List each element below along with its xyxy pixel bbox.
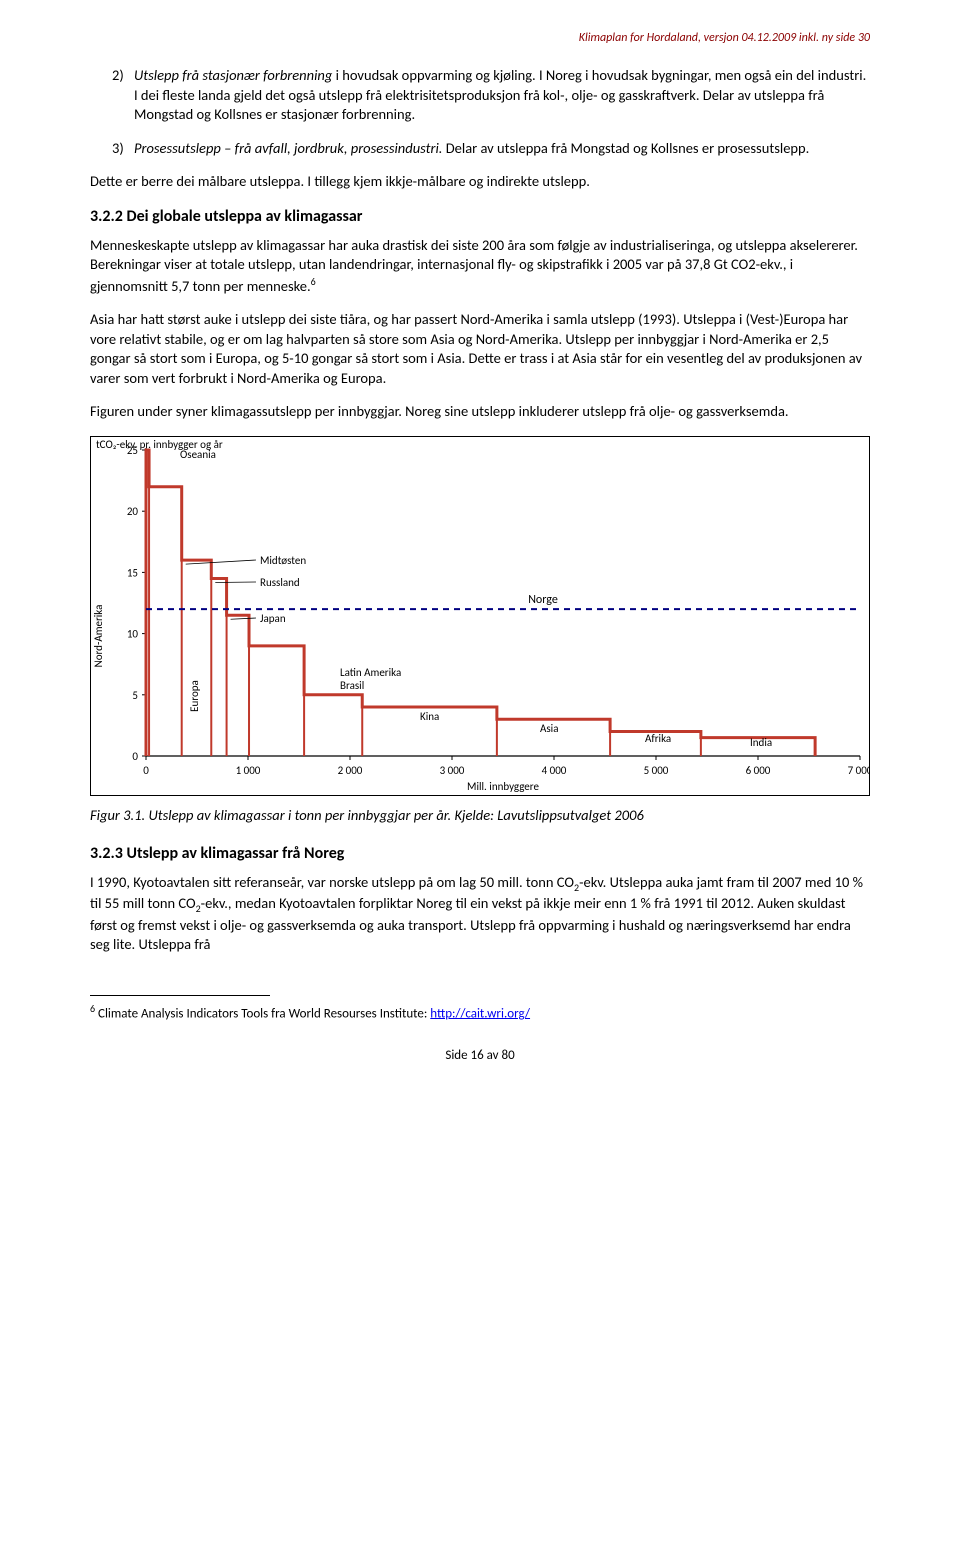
p2-text: Menneskeskapte utslepp av klimagassar ha… xyxy=(90,236,858,295)
footnote-separator xyxy=(90,995,270,996)
emissions-step-chart: tCO₂-ekv. pr. innbygger og år05101520250… xyxy=(90,436,870,796)
footnote-6: 6 Climate Analysis Indicators Tools fra … xyxy=(90,1002,870,1023)
svg-text:Oseania: Oseania xyxy=(180,448,216,461)
svg-text:Afrika: Afrika xyxy=(645,732,671,745)
figure-caption: Figur 3.1. Utslepp av klimagassar i tonn… xyxy=(90,806,870,826)
svg-text:Midtøsten: Midtøsten xyxy=(260,554,306,567)
paragraph: Asia har hatt størst auke i utslepp dei … xyxy=(90,310,870,388)
list-item-3-lead: Prosessutslepp – frå avfall, jordbruk, p… xyxy=(134,139,442,157)
svg-text:5 000: 5 000 xyxy=(644,764,669,777)
svg-text:Russland: Russland xyxy=(260,576,300,589)
svg-text:0: 0 xyxy=(143,764,149,777)
section-heading-323: 3.2.3 Utslepp av klimagassar frå Noreg xyxy=(90,843,870,865)
paragraph: Dette er berre dei målbare utsleppa. I t… xyxy=(90,172,870,192)
svg-text:10: 10 xyxy=(127,628,139,641)
svg-text:25: 25 xyxy=(127,444,138,457)
svg-text:20: 20 xyxy=(127,505,139,518)
svg-text:Europa: Europa xyxy=(188,680,201,712)
p5-c: -ekv., medan Kyotoavtalen forpliktar Nor… xyxy=(90,894,851,953)
svg-text:2 000: 2 000 xyxy=(338,764,363,777)
svg-text:Japan: Japan xyxy=(260,612,286,625)
numbered-list: 3) Prosessutslepp – frå avfall, jordbruk… xyxy=(112,139,870,159)
list-num-2: 2) xyxy=(112,66,134,125)
svg-text:3 000: 3 000 xyxy=(440,764,465,777)
footnote-text: Climate Analysis Indicators Tools fra Wo… xyxy=(95,1006,430,1021)
list-item-3-rest: Delar av utsleppa frå Mongstad og Kollsn… xyxy=(442,139,809,157)
svg-text:Asia: Asia xyxy=(540,722,558,735)
list-item-2-lead: Utslepp frå stasjonær forbrenning xyxy=(134,66,332,84)
svg-text:Kina: Kina xyxy=(420,710,439,723)
svg-text:0: 0 xyxy=(132,750,138,763)
numbered-list: 2) Utslepp frå stasjonær forbrenning i h… xyxy=(112,66,870,125)
page-number: Side 16 av 80 xyxy=(90,1047,870,1065)
svg-text:1 000: 1 000 xyxy=(236,764,261,777)
svg-text:Nord-Amerika: Nord-Amerika xyxy=(92,605,105,668)
svg-text:Mill. innbyggere: Mill. innbyggere xyxy=(467,780,539,793)
list-num-3: 3) xyxy=(112,139,134,159)
svg-text:4 000: 4 000 xyxy=(542,764,567,777)
svg-text:India: India xyxy=(750,736,772,749)
svg-text:Norge: Norge xyxy=(528,593,558,607)
svg-text:Brasil: Brasil xyxy=(340,679,364,692)
list-item-3: Prosessutslepp – frå avfall, jordbruk, p… xyxy=(134,139,809,159)
p5-a: I 1990, Kyotoavtalen sitt referanseår, v… xyxy=(90,873,574,891)
svg-text:15: 15 xyxy=(127,566,138,579)
page-header: Klimaplan for Hordaland, versjon 04.12.2… xyxy=(90,30,870,46)
footnote-ref-6: 6 xyxy=(311,275,316,288)
svg-text:Latin Amerika: Latin Amerika xyxy=(340,666,401,679)
svg-text:7 000: 7 000 xyxy=(848,764,870,777)
list-item-2: Utslepp frå stasjonær forbrenning i hovu… xyxy=(134,66,870,125)
figure-3-1-chart: tCO₂-ekv. pr. innbygger og år05101520250… xyxy=(90,436,870,796)
paragraph: Figuren under syner klimagassutslepp per… xyxy=(90,402,870,422)
paragraph: Menneskeskapte utslepp av klimagassar ha… xyxy=(90,236,870,297)
svg-text:5: 5 xyxy=(132,689,138,702)
svg-text:6 000: 6 000 xyxy=(746,764,771,777)
section-heading-322: 3.2.2 Dei globale utsleppa av klimagassa… xyxy=(90,206,870,228)
paragraph: I 1990, Kyotoavtalen sitt referanseår, v… xyxy=(90,873,870,955)
footnote-link[interactable]: http://cait.wri.org/ xyxy=(430,1006,530,1021)
